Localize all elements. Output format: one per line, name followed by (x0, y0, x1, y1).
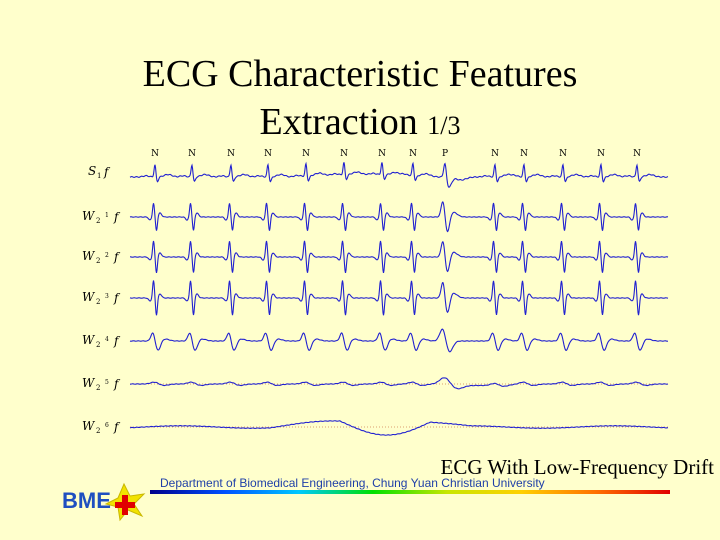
trace-label-5: W 25 f (82, 376, 121, 392)
ecg-trace-1 (129, 201, 669, 233)
svg-text:1: 1 (105, 212, 109, 219)
title-page-indicator: 1/3 (427, 111, 461, 140)
beat-label-10: N (520, 149, 528, 159)
svg-text:W: W (82, 290, 96, 304)
beat-label-12: N (597, 149, 605, 159)
beat-label-2: N (227, 149, 235, 159)
svg-text:2: 2 (96, 341, 100, 349)
svg-text:f: f (113, 291, 121, 305)
trace-label-4: W 24 f (82, 333, 121, 349)
svg-text:W: W (82, 333, 96, 347)
svg-text:W: W (82, 419, 96, 433)
trace-label-2: W 22 f (82, 249, 121, 265)
beat-label-8: P (442, 149, 448, 159)
bme-logo-icon: BME (58, 480, 148, 524)
ecg-trace-2 (129, 240, 669, 273)
svg-text:f: f (113, 377, 121, 391)
beat-label-6: N (378, 149, 386, 159)
svg-text:5: 5 (105, 379, 109, 386)
trace-label-3: W 23 f (82, 290, 121, 306)
svg-text:2: 2 (96, 257, 100, 265)
svg-text:2: 2 (96, 217, 100, 225)
svg-text:S: S (88, 164, 96, 178)
svg-text:2: 2 (96, 298, 100, 306)
footer-rainbow-divider (150, 490, 670, 494)
svg-text:1: 1 (97, 172, 101, 180)
beat-label-13: N (633, 149, 641, 159)
beat-label-0: N (151, 149, 159, 159)
beat-label-5: N (340, 149, 348, 159)
ecg-trace-0 (129, 161, 669, 188)
svg-text:3: 3 (105, 293, 109, 300)
ecg-trace-3 (129, 280, 669, 316)
svg-text:2: 2 (105, 252, 109, 259)
svg-text:W: W (82, 376, 96, 390)
beat-label-7: N (409, 149, 417, 159)
ecg-trace-6 (129, 420, 669, 436)
svg-text:4: 4 (105, 336, 109, 343)
svg-text:2: 2 (96, 384, 100, 392)
svg-text:f: f (113, 420, 121, 434)
ecg-trace-5 (130, 377, 669, 390)
trace-label-1: W 21 f (82, 209, 121, 225)
ecg-wavelet-chart: N N N N N N N N P N N N N NS 1 fW 21 fW 22 fW 23 fW 24 fW 25 fW 26… (82, 149, 669, 436)
svg-text:f: f (113, 334, 121, 348)
svg-text:6: 6 (105, 422, 109, 429)
svg-text:f: f (113, 250, 121, 264)
trace-label-6: W 26 f (82, 419, 121, 435)
slide-title-line2: Extraction 1/3 (0, 100, 720, 144)
beat-label-9: N (491, 149, 499, 159)
logo-text: BME (62, 488, 111, 513)
beat-label-4: N (302, 149, 310, 159)
slide-title-line1: ECG Characteristic Features (142, 53, 578, 95)
svg-text:f: f (103, 165, 111, 179)
beat-label-3: N (264, 149, 272, 159)
svg-text:2: 2 (96, 427, 100, 435)
svg-text:W: W (82, 209, 96, 223)
svg-text:f: f (113, 210, 121, 224)
svg-text:W: W (82, 249, 96, 263)
beat-label-11: N (559, 149, 567, 159)
chart-caption: ECG With Low-Frequency Drift (440, 455, 714, 479)
ecg-trace-4 (129, 328, 669, 353)
footer-institution: Department of Biomedical Engineering, Ch… (160, 476, 545, 490)
title-main-text: Extraction (259, 101, 418, 143)
beat-label-1: N (188, 149, 196, 159)
